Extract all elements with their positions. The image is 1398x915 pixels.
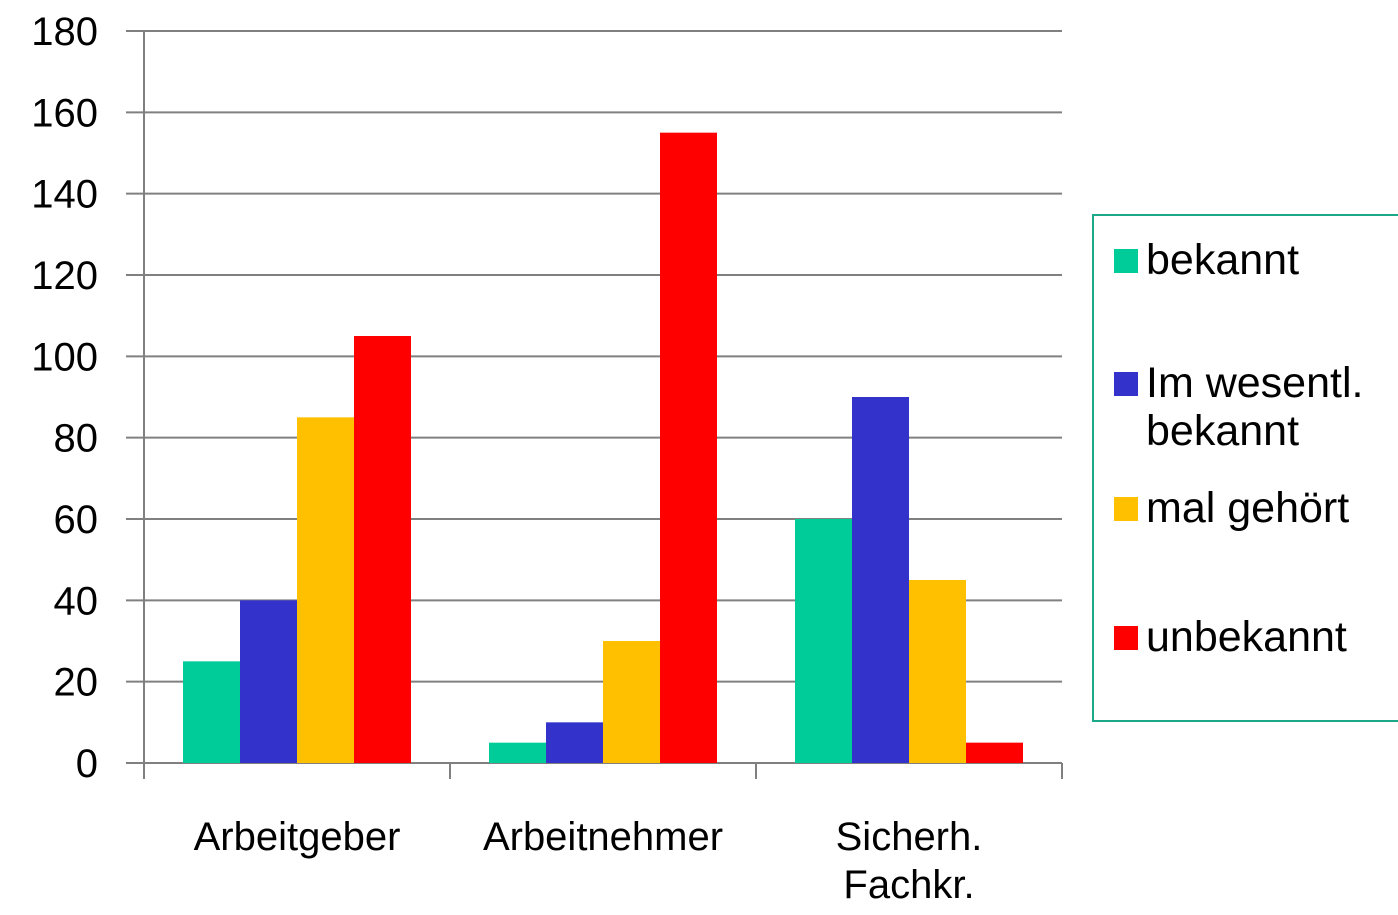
legend-item-bekannt: bekannt <box>1114 236 1299 284</box>
bar-1-series-4 <box>354 336 411 763</box>
bar-3-series-1 <box>795 519 852 763</box>
legend-label-im-wesentl-bekannt: Im wesentl. bekannt <box>1146 359 1364 455</box>
legend-swatch-unbekannt <box>1114 626 1138 650</box>
y-tick-label-0: 0 <box>76 742 98 786</box>
y-tick-label-80: 80 <box>54 417 99 461</box>
bar-2-series-4 <box>660 132 717 763</box>
legend-swatch-im-wesentl-bekannt <box>1114 372 1138 396</box>
legend-item-im-wesentl-bekannt: Im wesentl. bekannt <box>1114 359 1363 455</box>
legend-label-bekannt: bekannt <box>1146 236 1300 284</box>
bar-2-series-2 <box>546 722 603 763</box>
legend-item-unbekannt: unbekannt <box>1114 613 1347 661</box>
legend-swatch-bekannt <box>1114 249 1138 273</box>
bar-2-series-1 <box>489 742 546 763</box>
legend: bekannt Im wesentl. bekannt mal gehört u… <box>1092 214 1398 722</box>
bar-1-series-2 <box>240 600 297 763</box>
x-tick-label-2: Arbeitnehmer <box>483 815 723 859</box>
y-tick-label-60: 60 <box>54 498 99 542</box>
legend-label-mal-gehoert: mal gehört <box>1146 484 1350 532</box>
y-tick-label-100: 100 <box>31 335 98 379</box>
bar-2-series-3 <box>603 641 660 763</box>
bar-3-series-2 <box>852 397 909 763</box>
legend-swatch-mal-gehoert <box>1114 497 1138 521</box>
bars <box>183 132 1023 763</box>
bar-1-series-3 <box>297 417 354 763</box>
x-tick-label-1: Arbeitgeber <box>194 815 401 859</box>
y-tick-label-140: 140 <box>31 173 98 217</box>
bar-3-series-4 <box>966 742 1023 763</box>
y-tick-label-20: 20 <box>54 661 99 705</box>
legend-label-unbekannt: unbekannt <box>1146 613 1347 661</box>
y-tick-label-160: 160 <box>31 91 98 135</box>
y-axis-tick-labels: 0 20 40 60 80 100 120 140 160 180 <box>31 10 98 786</box>
bar-3-series-3 <box>909 580 966 763</box>
y-tick-label-120: 120 <box>31 254 98 298</box>
y-tick-label-180: 180 <box>31 10 98 54</box>
legend-item-mal-gehoert: mal gehört <box>1114 484 1349 532</box>
x-tick-label-3: Sicherh. Fachkr. <box>836 815 983 907</box>
y-tick-label-40: 40 <box>54 579 99 623</box>
x-axis-category-labels: Arbeitgeber Arbeitnehmer Sicherh. Fachkr. <box>194 815 983 907</box>
bar-1-series-1 <box>183 661 240 763</box>
